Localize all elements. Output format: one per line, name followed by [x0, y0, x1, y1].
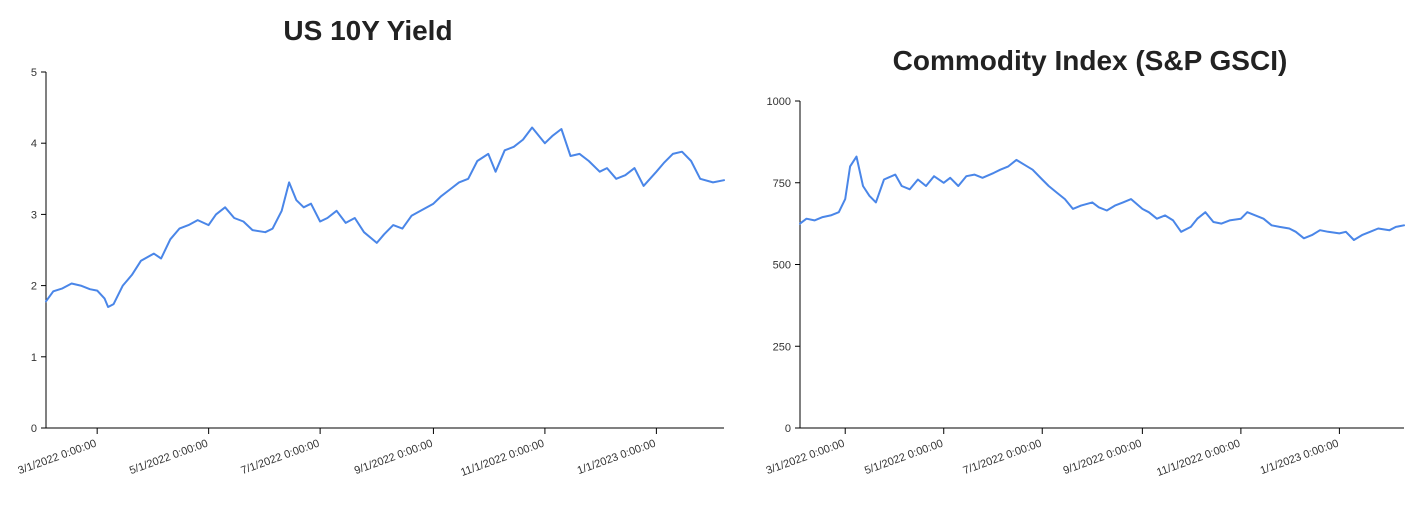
- x-tick-label: 1/1/2023 0:00:00: [576, 438, 658, 478]
- y-tick-label: 3: [31, 209, 37, 221]
- x-tick-label: 11/1/2022 0:00:00: [1155, 438, 1242, 479]
- y-tick-label: 5: [31, 67, 37, 79]
- x-tick-label: 9/1/2022 0:00:00: [353, 438, 435, 478]
- y-tick-label: 0: [31, 423, 37, 435]
- y-tick-label: 1000: [767, 96, 791, 108]
- series-line-commodity-index-s-p-gsci: [799, 155, 1405, 241]
- x-tick-label: 5/1/2022 0:00:00: [128, 438, 210, 478]
- commodity-index-chart: Commodity Index (S&P GSCI) 0 250 500 750 1000…: [765, 45, 1405, 479]
- x-tick-label: 3/1/2022 0:00:00: [16, 438, 98, 478]
- chart-title: US 10Y Yield: [283, 15, 452, 46]
- y-tick-label: 0: [785, 423, 791, 435]
- chart-title: Commodity Index (S&P GSCI): [893, 45, 1288, 76]
- y-tick-label: 750: [773, 178, 791, 190]
- y-tick-label: 2: [31, 281, 37, 293]
- series-line-us-10y-yield: [45, 126, 725, 308]
- x-tick-label: 5/1/2022 0:00:00: [863, 438, 945, 478]
- y-tick-label: 4: [31, 138, 37, 150]
- x-tick-label: 3/1/2022 0:00:00: [765, 438, 847, 478]
- y-tick-label: 500: [773, 260, 791, 272]
- x-tick-label: 7/1/2022 0:00:00: [962, 438, 1044, 478]
- x-tick-label: 9/1/2022 0:00:00: [1062, 438, 1144, 478]
- x-tick-label: 7/1/2022 0:00:00: [239, 438, 321, 478]
- us-10y-yield-chart: US 10Y Yield 0 1 2 3 4 5 3/1/2022 0:00:00 5/1/20…: [16, 15, 725, 479]
- x-tick-label: 11/1/2022 0:00:00: [459, 438, 546, 479]
- x-tick-label: 1/1/2023 0:00:00: [1259, 438, 1341, 478]
- y-tick-label: 1: [31, 352, 37, 364]
- y-tick-label: 250: [773, 341, 791, 353]
